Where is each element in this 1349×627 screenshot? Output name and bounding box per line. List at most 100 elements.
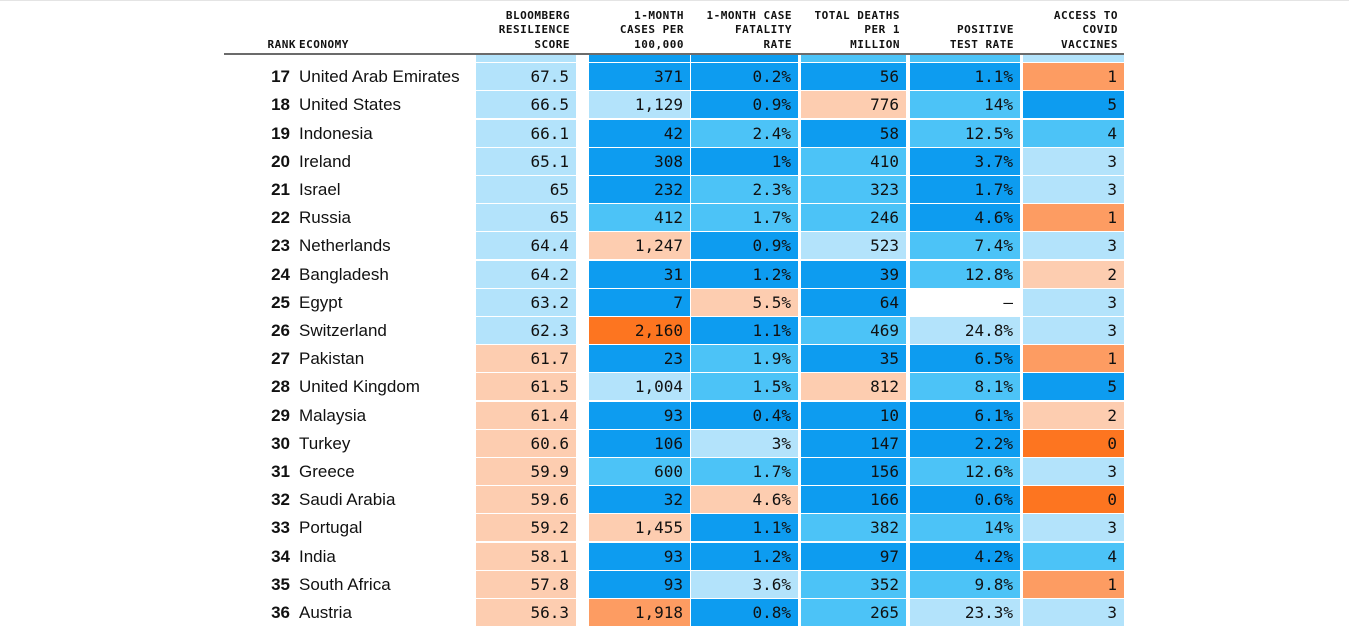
- header-line: 1-MONTH CASE: [706, 8, 792, 22]
- deaths-cell: 382: [801, 514, 906, 542]
- deaths-cell: 64: [801, 288, 906, 316]
- vaccines-cell: 3: [1023, 55, 1124, 62]
- score-cell: 61.5: [476, 373, 576, 401]
- positive-cell: 6.5%: [910, 345, 1020, 373]
- positive-cell: 14%: [910, 91, 1020, 119]
- score-cell: 66.5: [476, 91, 576, 119]
- cfr-cell: 1.9%: [691, 345, 798, 373]
- positive-cell: 6.1%: [910, 401, 1020, 429]
- economy-cell: Saudi Arabia: [299, 490, 396, 510]
- economy-cell: Switzerland: [299, 321, 387, 340]
- header-deaths: TOTAL DEATHS PER 1 MILLION: [795, 9, 900, 52]
- positive-cell: –: [910, 288, 1020, 316]
- cfr-cell: 3.6%: [691, 570, 798, 598]
- positive-cell: 12.5%: [910, 119, 1020, 147]
- economy-cell: Greece: [299, 462, 355, 481]
- rank-cell: 24: [271, 264, 290, 284]
- vaccines-cell: 0: [1023, 486, 1124, 514]
- vaccines-cell: 3: [1023, 147, 1124, 175]
- vaccines-cell: 5: [1023, 91, 1124, 119]
- vaccines-cell: 1: [1023, 63, 1124, 91]
- cases-cell: 1,129: [589, 91, 690, 119]
- score-cell: 59.2: [476, 514, 576, 542]
- economy-cell: Bangladesh: [299, 264, 389, 284]
- vaccines-cell: 3: [1023, 176, 1124, 203]
- table-row: 16 Sweden68.7 9670.5%634 12.6%3: [0, 55, 1349, 63]
- deaths-cell: 35: [801, 345, 906, 373]
- cases-cell: 308: [589, 147, 690, 175]
- top-border: [0, 0, 1349, 1]
- cases-cell: 106: [589, 429, 690, 457]
- rank-cell: 20: [271, 151, 290, 171]
- economy-cell: Israel: [299, 180, 341, 199]
- vaccines-cell: 1: [1023, 570, 1124, 598]
- table-row: 26 Switzerland 62.3 2,160 1.1% 469 24.8% 3: [0, 317, 1349, 345]
- table-body[interactable]: 16Sweden68.79670.5%63412.6%317United Ara…: [0, 55, 1349, 627]
- cases-cell: 371: [589, 63, 690, 91]
- header-positive: POSITIVE TEST RATE: [904, 10, 1014, 52]
- economy-cell: Egypt: [299, 292, 343, 312]
- score-cell: 59.9: [476, 458, 576, 485]
- positive-cell: 4.6%: [910, 204, 1020, 232]
- rank-cell: 28: [271, 377, 290, 397]
- table-row: 24 Bangladesh 64.2 31 1.2% 39 12.8% 2: [0, 260, 1349, 289]
- economy-cell: Turkey: [299, 433, 351, 453]
- vaccines-cell: 4: [1023, 119, 1124, 147]
- rank-cell: 22: [271, 208, 290, 228]
- deaths-cell: 634: [801, 55, 906, 62]
- score-cell: 64.4: [476, 232, 576, 260]
- header-line: FATALITY: [735, 23, 792, 36]
- cases-cell: 7: [589, 288, 690, 316]
- vaccines-cell: 3: [1023, 599, 1124, 626]
- rank-cell: 25: [271, 292, 290, 312]
- header-cases: 1-MONTH CASES PER 100,000: [583, 9, 684, 52]
- table-row: 25 Egypt 63.2 7 5.5% 64–3: [0, 288, 1349, 317]
- economy-cell: Netherlands: [299, 236, 391, 256]
- cfr-cell: 1.2%: [691, 260, 798, 288]
- deaths-cell: 10: [801, 401, 906, 429]
- table-row: 34 India 58.1 93 1.2% 97 4.2% 4: [0, 542, 1349, 571]
- positive-cell: 0.6%: [910, 486, 1020, 514]
- vaccines-cell: 4: [1023, 542, 1124, 570]
- table-row: 30 Turkey 60.6 106 3% 147 2.2% 0: [0, 429, 1349, 458]
- economy-cell: United Arab Emirates: [299, 67, 460, 87]
- vaccines-cell: 2: [1023, 401, 1124, 429]
- vaccines-cell: 1: [1023, 204, 1124, 232]
- rank-cell: 36: [271, 603, 290, 622]
- deaths-cell: 39: [801, 260, 906, 288]
- cfr-cell: 0.4%: [691, 401, 798, 429]
- score-cell: 63.2: [476, 288, 576, 316]
- rank-cell: 16: [240, 55, 290, 63]
- table-row: 28 United Kingdom 61.5 1,004 1.5% 812 8.1% 5: [0, 373, 1349, 401]
- deaths-cell: 147: [801, 429, 906, 457]
- cfr-cell: 0.9%: [691, 91, 798, 119]
- score-cell: 56.3: [476, 599, 576, 626]
- header-line: COVID: [1082, 23, 1118, 36]
- positive-cell: 9.8%: [910, 570, 1020, 598]
- header-line: SCORE: [534, 37, 570, 51]
- cases-cell: 23: [589, 345, 690, 373]
- score-cell: 66.1: [476, 119, 576, 147]
- cases-cell: 967: [589, 55, 690, 62]
- economy-cell: Ireland: [299, 151, 351, 171]
- deaths-cell: 246: [801, 204, 906, 232]
- table-row: 18 United States 66.5 1,129 0.9% 776 14% 5: [0, 91, 1349, 119]
- vaccines-cell: 2: [1023, 260, 1124, 288]
- rank-cell: 34: [271, 546, 290, 566]
- header-rank: RANK: [267, 37, 296, 51]
- positive-cell: 1.1%: [910, 63, 1020, 91]
- header-line: POSITIVE: [957, 23, 1014, 36]
- cfr-cell: 1.1%: [691, 514, 798, 542]
- cfr-cell: 1.5%: [691, 373, 798, 401]
- header-line: RATE: [763, 37, 792, 51]
- economy-cell: Pakistan: [299, 349, 365, 369]
- score-cell: 65.1: [476, 147, 576, 175]
- cases-cell: 1,918: [589, 599, 690, 626]
- cases-cell: 32: [589, 486, 690, 514]
- table-row: 33 Portugal 59.2 1,455 1.1% 382 14% 3: [0, 514, 1349, 542]
- cfr-cell: 1.1%: [691, 317, 798, 344]
- header-line: PER 1: [864, 23, 900, 36]
- cfr-cell: 0.2%: [691, 63, 798, 91]
- table-row: 27 Pakistan 61.7 23 1.9% 35 6.5% 1: [0, 345, 1349, 373]
- cases-cell: 600: [589, 458, 690, 485]
